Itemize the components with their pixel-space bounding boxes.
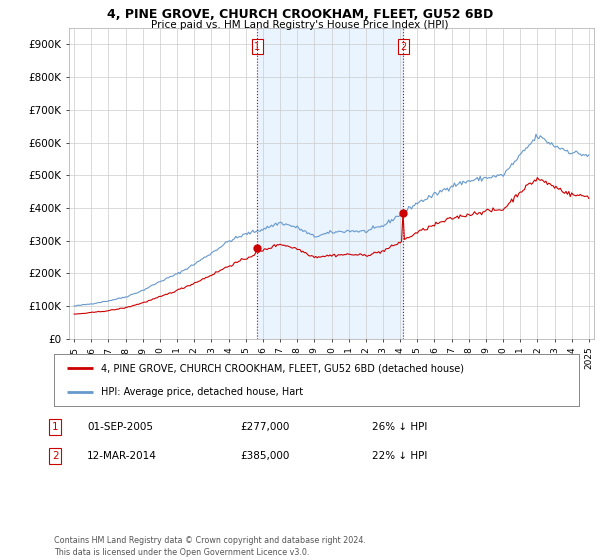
Text: 12-MAR-2014: 12-MAR-2014 [87,451,157,461]
Text: 22% ↓ HPI: 22% ↓ HPI [372,451,427,461]
Text: 2: 2 [52,451,59,461]
Text: HPI: Average price, detached house, Hart: HPI: Average price, detached house, Hart [101,387,304,397]
Text: Price paid vs. HM Land Registry's House Price Index (HPI): Price paid vs. HM Land Registry's House … [151,20,449,30]
Text: £277,000: £277,000 [240,422,289,432]
Text: 01-SEP-2005: 01-SEP-2005 [87,422,153,432]
Text: 1: 1 [254,41,260,52]
Text: £385,000: £385,000 [240,451,289,461]
Bar [257,28,403,339]
Text: Contains HM Land Registry data © Crown copyright and database right 2024.
This d: Contains HM Land Registry data © Crown c… [54,536,366,557]
Text: 2: 2 [400,41,407,52]
Text: 4, PINE GROVE, CHURCH CROOKHAM, FLEET, GU52 6BD (detached house): 4, PINE GROVE, CHURCH CROOKHAM, FLEET, G… [101,363,464,374]
Text: 26% ↓ HPI: 26% ↓ HPI [372,422,427,432]
Text: 1: 1 [52,422,59,432]
Text: 4, PINE GROVE, CHURCH CROOKHAM, FLEET, GU52 6BD: 4, PINE GROVE, CHURCH CROOKHAM, FLEET, G… [107,8,493,21]
